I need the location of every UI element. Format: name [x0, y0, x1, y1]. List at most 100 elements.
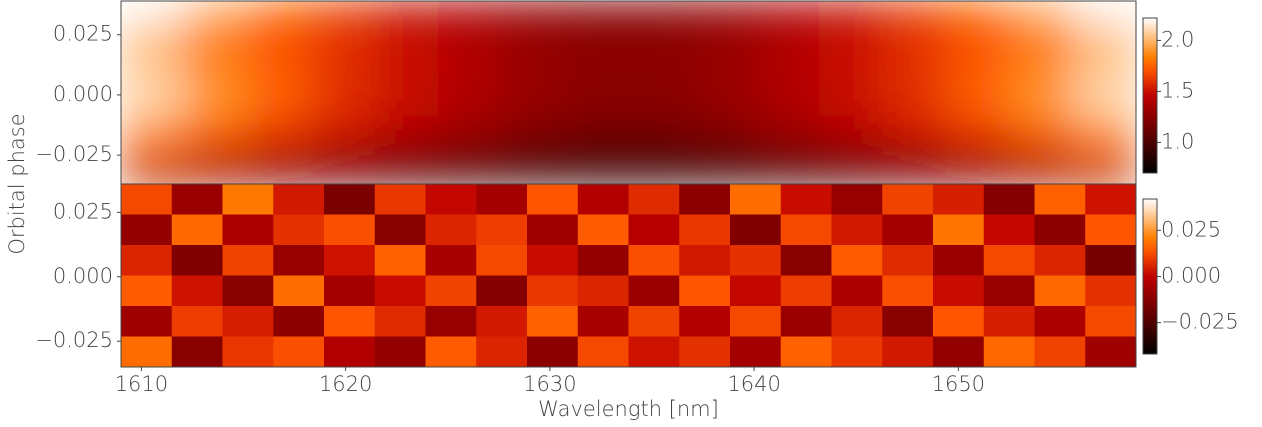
heatmap-cell — [628, 161, 693, 185]
heatmap-cell — [780, 275, 832, 307]
heatmap-cell — [324, 275, 376, 307]
heatmap-cell — [983, 275, 1035, 307]
heatmap-cell — [438, 69, 503, 93]
heatmap-cell — [780, 214, 832, 246]
heatmap-cell — [171, 184, 223, 215]
heatmap-cell — [247, 69, 312, 93]
heatmap-cell — [933, 214, 985, 246]
heatmap-cell — [1034, 275, 1086, 307]
heatmap-cell — [1072, 23, 1137, 48]
heatmap-cell — [882, 23, 947, 48]
heatmap-cell — [831, 336, 883, 368]
heatmap-cell — [273, 184, 325, 215]
plot-frame — [120, 183, 1137, 368]
heatmap-cell — [628, 138, 693, 162]
heatmap-cell — [425, 214, 477, 246]
heatmap-cell — [730, 184, 782, 215]
heatmap-cell — [324, 184, 376, 215]
heatmap-cell — [184, 138, 249, 162]
x-tick-label: 1620 — [319, 372, 372, 396]
heatmap-cell — [933, 306, 985, 337]
heatmap-cell — [1009, 115, 1074, 139]
heatmap-cell — [755, 1, 820, 25]
heatmap-cell — [438, 138, 503, 162]
heatmap-cell — [945, 23, 1010, 48]
heatmap-cell — [476, 336, 528, 368]
heatmap-cell — [311, 23, 376, 48]
heatmap-cell — [882, 245, 934, 276]
heatmap-cell — [679, 214, 731, 246]
y-tick-label: −0.025 — [35, 328, 113, 352]
heatmap-cell — [565, 1, 629, 25]
heatmap-cell — [628, 275, 680, 307]
heatmap-cell — [1009, 92, 1074, 116]
heatmap-cell — [374, 306, 426, 337]
heatmap-cell — [1009, 46, 1074, 71]
heatmap-cell — [501, 115, 566, 139]
heatmap-cell — [983, 184, 1035, 215]
heatmap-cell — [818, 46, 883, 71]
heatmap-cell — [425, 184, 477, 215]
heatmap-cell — [184, 23, 249, 48]
heatmap-cell — [565, 69, 629, 93]
heatmap-cell — [121, 23, 185, 48]
heatmap-cell — [527, 336, 579, 368]
heatmap-cell — [755, 46, 820, 71]
heatmap-cell — [933, 336, 985, 368]
heatmap-cell — [882, 336, 934, 368]
heatmap-cell — [818, 69, 883, 93]
y-tick-label: −0.025 — [35, 142, 113, 166]
heatmap-cell — [933, 275, 985, 307]
heatmap-cell — [273, 245, 325, 276]
heatmap-cell — [565, 115, 629, 139]
heatmap-cell — [324, 245, 376, 276]
heatmap-cell — [501, 23, 566, 48]
heatmap-cell — [691, 138, 756, 162]
heatmap-cell — [565, 23, 629, 48]
heatmap-cell — [1085, 214, 1137, 246]
heatmap-cell — [628, 245, 680, 276]
heatmap-cell — [577, 245, 629, 276]
heatmap-cell — [1072, 138, 1137, 162]
heatmap-cell — [438, 1, 503, 25]
heatmap-cell — [527, 214, 579, 246]
heatmap-cell — [374, 138, 439, 162]
heatmap-cell — [171, 275, 223, 307]
heatmap-cell — [222, 336, 274, 368]
heatmap-cell — [1072, 1, 1137, 25]
heatmap-cell — [1072, 92, 1137, 116]
heatmap-cell — [691, 161, 756, 185]
heatmap-cell — [1072, 161, 1137, 185]
heatmap-cell — [1072, 115, 1137, 139]
heatmap-cell — [121, 69, 185, 93]
heatmap-cell — [247, 138, 312, 162]
heatmap-cell — [121, 161, 185, 185]
heatmap-cell — [527, 306, 579, 337]
heatmap-cell — [945, 115, 1010, 139]
heatmap-cell — [374, 23, 439, 48]
heatmap — [121, 1, 1137, 185]
heatmap-cell — [222, 184, 274, 215]
heatmap-cell — [425, 275, 477, 307]
heatmap — [121, 184, 1137, 368]
heatmap-cell — [121, 214, 173, 246]
heatmap-cell — [171, 306, 223, 337]
heatmap-cell — [691, 69, 756, 93]
heatmap-cell — [882, 306, 934, 337]
heatmap-cell — [501, 92, 566, 116]
heatmap-cell — [882, 275, 934, 307]
heatmap-cell — [831, 306, 883, 337]
heatmap-cell — [121, 336, 173, 368]
heatmap-cell — [882, 69, 947, 93]
heatmap-cell — [438, 161, 503, 185]
y-tick-label: 0.025 — [53, 22, 113, 46]
heatmap-cell — [882, 184, 934, 215]
heatmap-cell — [882, 161, 947, 185]
heatmap-cell — [476, 214, 528, 246]
heatmap-cell — [374, 336, 426, 368]
heatmap-cell — [273, 336, 325, 368]
heatmap-cell — [121, 46, 185, 71]
heatmap-cell — [121, 306, 173, 337]
x-tick-label: 1610 — [115, 372, 168, 396]
heatmap-cell — [311, 161, 376, 185]
